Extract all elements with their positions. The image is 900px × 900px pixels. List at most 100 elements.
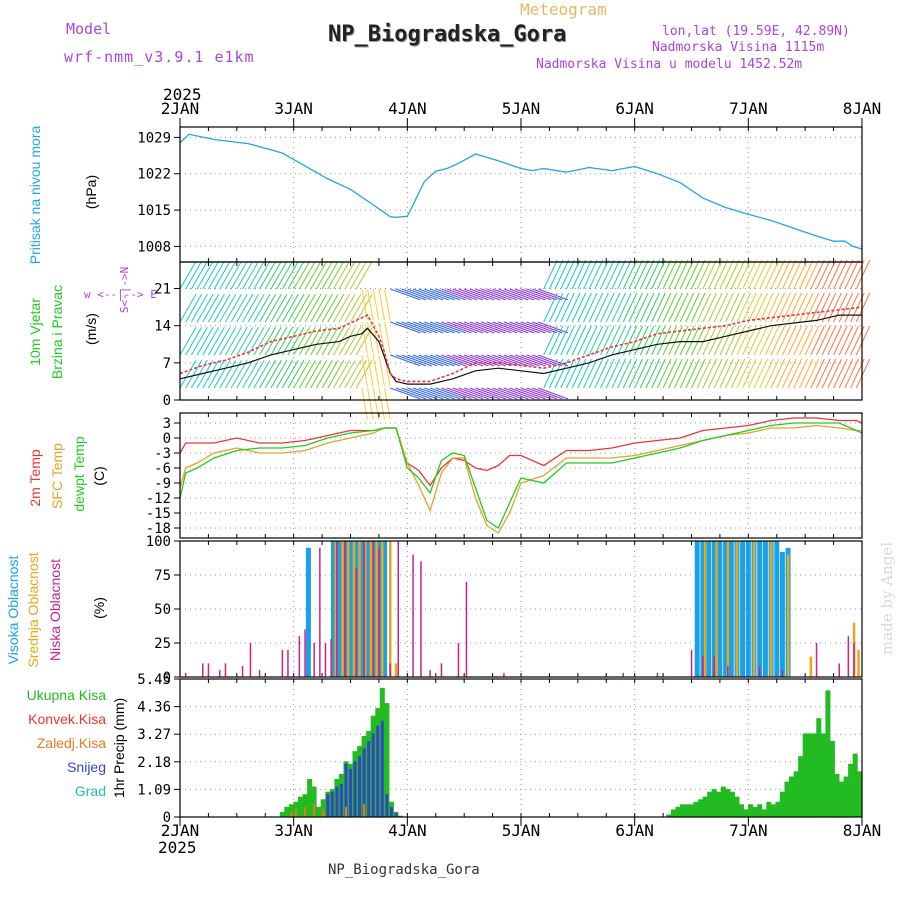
wind-barb [759,325,774,356]
cloud-bar [815,643,818,677]
wind-barb [730,325,746,356]
wind-barb [560,259,575,290]
wind-barb [446,354,478,367]
cloud-frame [179,540,863,678]
wind-barb [537,387,569,400]
wind-barb [588,358,604,389]
top-day-label: 3JAN [274,99,313,118]
wind-barb [378,288,385,321]
precip-y-tick-label: 5.45 [137,672,171,688]
wind-barb [725,358,740,389]
wind-barb [719,259,734,290]
wind-barb [242,261,259,290]
cloud-high-label: Visoka Oblacnost [5,556,21,665]
cloud-bar [706,541,712,677]
wind-barb [736,358,751,389]
wind-panel: 0 7 14 21 [154,259,871,420]
wind-barb [691,292,706,323]
wind-barb [276,261,294,290]
top-day-label: 8JAN [843,99,882,118]
wind-barb [492,288,523,301]
wind-barb [230,261,248,290]
wind-barb [781,358,797,389]
wind-unit-label: (m/s) [83,313,99,345]
cloud-bar [847,636,850,677]
wind-barb [634,292,649,323]
top-day-label: 6JAN [615,99,654,118]
wind-barb [509,288,540,301]
wind-barb [742,325,757,356]
wind-barb [515,288,546,301]
wind-barb [338,294,356,323]
cloud-bar [348,541,353,677]
precip-legend-entry: Konvek.Kisa [28,711,106,727]
wind-barb [293,327,311,356]
wind-barb [816,325,831,356]
precip-y-tick-label: 2.18 [137,755,171,771]
wind-barb [816,292,831,323]
wind-barb [583,358,598,389]
wind-barb [804,259,820,290]
wind-barb [821,325,837,356]
wind-barb [344,360,362,389]
cloud-bar [715,541,718,677]
wind-barb [503,288,535,301]
wind-barb [662,325,678,356]
wind-barb [691,325,706,356]
wind-barb [190,294,208,323]
precip-bar [757,804,763,817]
wind-barb [770,358,786,389]
precip-bar [371,733,375,817]
wind-barb [344,261,362,290]
wind-barb [338,327,356,356]
wind-barb [645,325,661,356]
wind-barb [799,292,814,323]
wind-barb [475,354,506,367]
wind-barb [605,358,621,389]
wind-barb [390,288,421,301]
wind-barb [486,321,518,334]
precip-bar [376,725,380,817]
wind-barb [412,288,444,301]
wind-barb [645,292,661,323]
wind-barb [577,292,592,323]
temperature-panel: -18-15-12-9-6-303 [146,413,863,538]
wind-barb [844,292,859,323]
wind-barb [634,259,649,290]
wind-barb [304,261,322,290]
cloud-bar [341,541,344,677]
wind-barb [594,325,609,356]
wind-barb [247,261,265,290]
wind-barb [429,321,461,334]
wind-barb [287,261,305,290]
wind-barb [810,358,825,389]
cloud-bar [281,649,284,677]
wind-barb [656,325,672,356]
precip-bar [307,779,313,817]
cloud-bar [703,541,707,677]
wind-barb [185,360,203,389]
wind-barb [571,292,587,323]
wind-barb [543,292,558,323]
wind-barb [401,354,432,367]
wind-barb [560,358,575,389]
precip-bar [702,796,708,817]
wind-barb [355,261,373,290]
temp-unit-label: (C) [91,466,107,485]
precip-bar [304,806,306,817]
precip-bar [349,768,352,817]
wind-barb [452,288,484,301]
wind-barb [600,292,615,323]
wind-barb [622,292,638,323]
wind-barb [509,387,540,400]
precip-bar [716,791,722,817]
wind-barb [344,294,362,323]
wind-barb [463,321,495,334]
precip-bar [802,733,808,817]
wind-compass-sn: S<-|->N [118,267,131,313]
wind-barb [509,321,540,334]
cloud-bar [304,629,306,677]
bottom-day-label: 7JAN [729,821,768,840]
wind-barb [639,325,655,356]
wind-barb [696,292,712,323]
